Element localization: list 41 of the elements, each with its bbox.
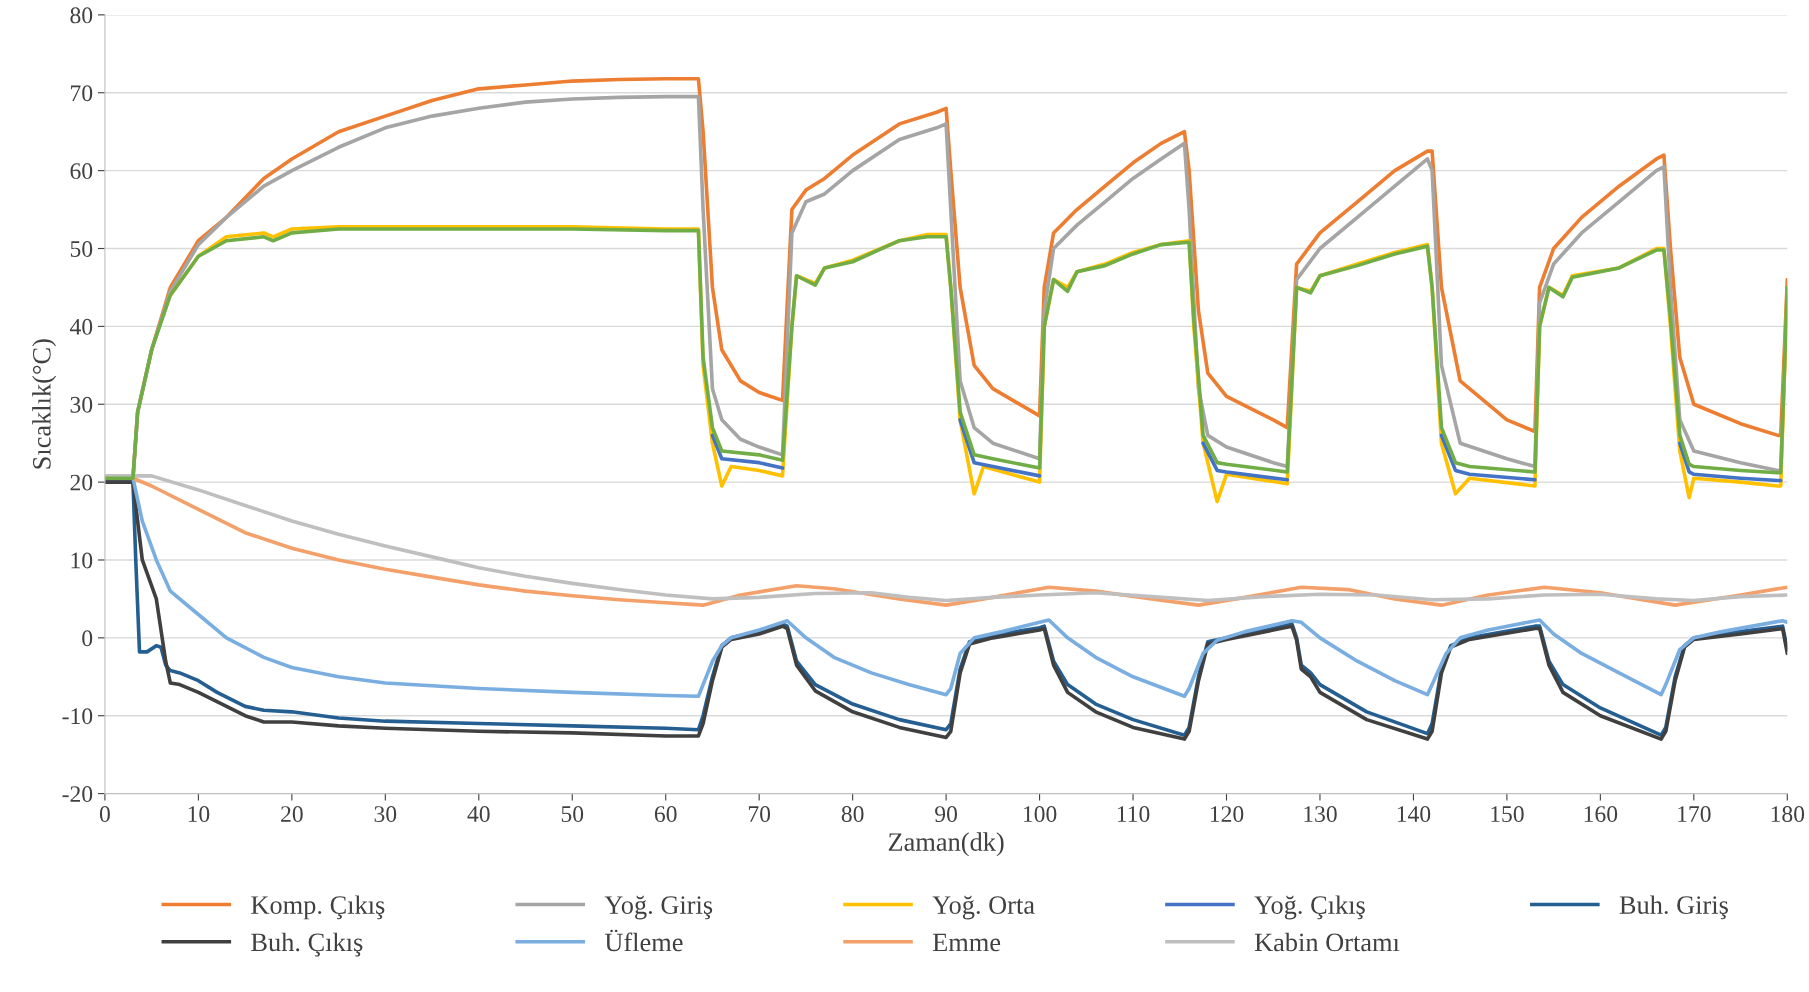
legend-label: Komp. Çıkış [251,895,385,920]
y-tick-label: 60 [70,163,93,180]
y-tick-label: 0 [82,630,93,647]
x-tick-label: 110 [1117,806,1150,823]
x-tick-label: 120 [1210,806,1244,823]
y-axis-title: Sıcaklık(°C) [32,339,57,469]
legend-label: Üfleme [604,929,683,952]
legend-label: Emme [932,933,1001,952]
x-tick-label: 160 [1584,806,1618,823]
y-tick-label: 70 [71,85,93,102]
x-tick-label: 100 [1023,806,1057,823]
x-tick-label: 150 [1491,806,1524,823]
legend-label: Yoğ. Giriş [604,895,713,920]
x-tick-label: 140 [1397,806,1431,823]
x-axis-title: Zaman(dk) [888,832,1004,857]
legend-label: Kabin Ortamı [1254,932,1400,952]
x-tick-label: 0 [99,806,110,823]
y-tick-label: 30 [70,396,93,413]
x-tick-label: 180 [1771,806,1805,823]
y-tick-label: 40 [69,318,93,335]
x-tick-label: 90 [935,806,958,823]
y-tick-label: 20 [70,474,93,491]
legend-label: Buh. Giriş [1619,895,1728,920]
x-tick-label: 60 [654,806,677,823]
x-tick-label: 10 [188,806,210,823]
legend-label: Buh. Çıkış [251,932,363,957]
x-tick-label: 40 [467,806,490,823]
y-tick-label: 10 [71,552,93,569]
x-tick-label: 170 [1678,806,1711,823]
y-tick-label: -10 [62,708,93,725]
x-tick-label: 70 [748,806,771,823]
y-tick-label: 80 [70,7,93,24]
y-tick-label: 50 [70,240,93,257]
legend-label: Yoğ. Orta [932,895,1035,920]
x-tick-label: 130 [1304,806,1337,823]
x-tick-label: 50 [561,806,584,823]
legend-label: Yoğ. Çıkış [1254,895,1365,920]
x-tick-label: 80 [841,806,864,823]
y-tick-label: -20 [62,786,93,803]
x-tick-label: 30 [374,806,397,823]
x-tick-label: 20 [281,806,303,823]
